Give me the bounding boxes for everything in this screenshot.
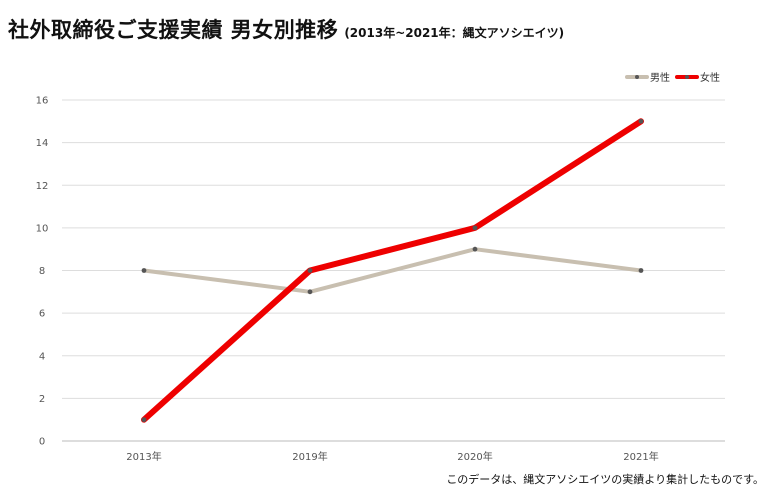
- data-point: [472, 225, 478, 231]
- y-tick-label: 8: [39, 266, 45, 277]
- x-tick-label: 2013年: [126, 450, 161, 463]
- chart-subtitle: (2013年~2021年：縄文アソシエイツ): [344, 26, 565, 40]
- y-tick-label: 10: [36, 223, 49, 234]
- data-point: [638, 268, 644, 273]
- x-tick-label: 2020年: [457, 450, 492, 463]
- x-tick-label: 2021年: [623, 450, 658, 463]
- series-line-female: [141, 118, 644, 423]
- legend-label: 男性: [650, 71, 670, 84]
- legend: 男性 女性: [625, 71, 720, 84]
- legend-label: 女性: [700, 71, 720, 84]
- y-tick-label: 16: [36, 96, 49, 107]
- data-point: [141, 268, 147, 273]
- y-tick-label: 4: [39, 351, 45, 362]
- y-tick-label: 12: [36, 181, 49, 192]
- y-axis-ticks: 0 2 4 6 8 10 12 14 16: [36, 96, 49, 448]
- y-tick-label: 0: [39, 437, 45, 448]
- data-point: [638, 118, 644, 124]
- legend-marker: [635, 75, 639, 79]
- grid-lines: [62, 99, 725, 442]
- chart-title-main: 社外取締役ご支援実績 男女別推移: [8, 18, 339, 42]
- data-point: [141, 417, 147, 423]
- data-point: [307, 289, 313, 295]
- x-tick-label: 2019年: [292, 450, 327, 463]
- legend-marker: [685, 75, 689, 79]
- y-tick-label: 2: [39, 394, 45, 405]
- series-group: [141, 118, 644, 423]
- x-axis-ticks: 2013年 2019年 2020年 2021年: [126, 450, 658, 463]
- data-point: [307, 268, 313, 273]
- series-line-male: [142, 247, 643, 294]
- chart-title: 社外取締役ご支援実績 男女別推移 (2013年~2021年：縄文アソシエイツ): [8, 14, 564, 44]
- footnote: このデータは、縄文アソシエイツの実績より集計したものです。: [446, 473, 764, 486]
- data-point: [472, 246, 478, 252]
- y-tick-label: 14: [36, 138, 49, 149]
- y-tick-label: 6: [39, 309, 45, 320]
